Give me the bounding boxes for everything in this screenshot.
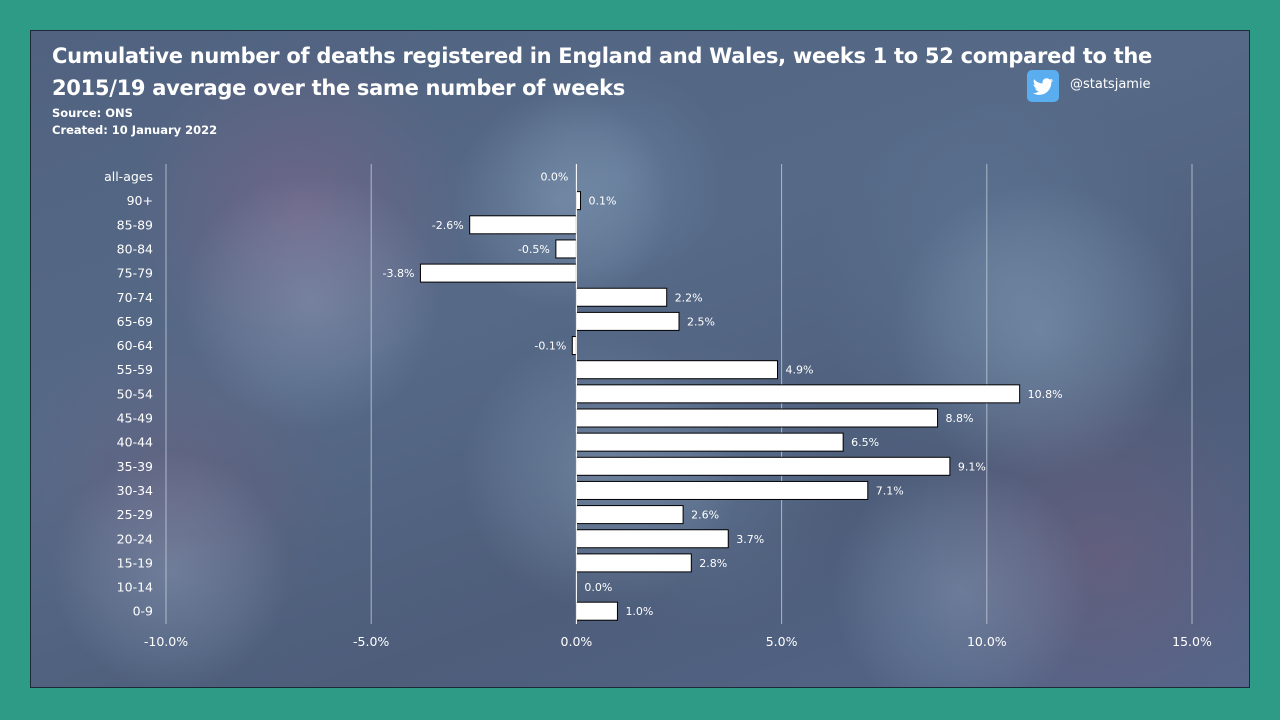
category-label: 65-69 [117,314,153,329]
bar [469,215,577,235]
bar [419,263,577,283]
created-date: Created: 10 January 2022 [52,123,218,137]
bar [571,336,577,356]
data-label: 4.9% [785,364,813,377]
twitter-icon[interactable] [1027,70,1059,102]
data-label: 6.5% [851,436,879,449]
category-label: all-ages [104,169,153,184]
category-label: 40-44 [117,435,153,450]
source-note: Source: ONS [52,106,133,120]
chart-title: Cumulative number of deaths registered i… [52,44,1152,100]
bar [555,239,577,259]
category-label: 50-54 [117,386,153,401]
data-label: 10.8% [1028,388,1063,401]
bar [575,480,869,500]
data-label: -0.5% [518,243,550,256]
x-tick-label: 0.0% [561,634,593,649]
bar [575,432,844,452]
data-label: -2.6% [432,219,464,232]
category-label: 45-49 [117,411,153,426]
bar [575,360,778,380]
bar [575,505,684,525]
bar [575,287,668,307]
x-tick-label: -10.0% [144,634,188,649]
virus-background-shape [891,181,1191,481]
virus-background-shape [831,461,1091,687]
data-label: 2.8% [699,557,727,570]
bar [575,408,939,428]
category-label: 25-29 [117,507,153,522]
category-label: 60-64 [117,338,153,353]
category-label: 30-34 [117,483,153,498]
data-label: -3.8% [383,267,415,280]
data-label: 1.0% [625,605,653,618]
virus-background-shape [51,451,291,687]
data-label: 0.0% [540,171,568,184]
category-label: 75-79 [117,266,153,281]
data-label: 7.1% [876,484,904,497]
category-label: 70-74 [117,290,153,305]
data-label: 3.7% [736,533,764,546]
category-label: 80-84 [117,241,153,256]
category-label: 0-9 [133,604,153,619]
category-label: 10-14 [117,580,153,595]
category-label: 15-19 [117,555,153,570]
bar [575,311,680,331]
bar [575,456,951,476]
category-label: 55-59 [117,362,153,377]
data-label: 8.8% [946,412,974,425]
category-label: 85-89 [117,217,153,232]
x-tick-label: 5.0% [766,634,798,649]
category-label: 20-24 [117,531,153,546]
bar [575,384,1021,404]
category-label: 90+ [127,193,153,208]
data-label: 0.0% [584,581,612,594]
bar [575,529,729,549]
data-label: 2.6% [691,509,719,522]
x-tick-label: -5.0% [353,634,389,649]
twitter-handle[interactable]: @statsjamie [1070,77,1151,92]
data-label: 0.1% [589,195,617,208]
twitter-bird-icon [1032,78,1054,95]
virus-background-shape [181,171,441,431]
bar [575,191,582,211]
x-tick-label: 15.0% [1172,634,1212,649]
data-label: 2.2% [675,291,703,304]
data-label: 9.1% [958,460,986,473]
data-label: 2.5% [687,315,715,328]
bar [575,601,618,621]
bar [575,553,692,573]
data-label: -0.1% [534,340,566,353]
x-tick-label: 10.0% [967,634,1007,649]
category-label: 35-39 [117,459,153,474]
